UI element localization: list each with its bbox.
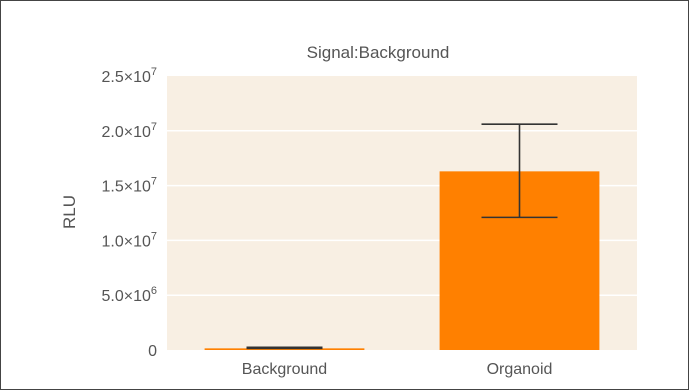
- y-tick-label: 2.5×107: [101, 66, 157, 86]
- bar: [204, 348, 365, 350]
- y-tick-label: 1.0×107: [101, 230, 157, 250]
- y-tick-labels: 0 5.0×106 1.0×107 1.5×107 2.0×107 2.5×107: [101, 66, 157, 360]
- y-tick-label: 5.0×106: [101, 285, 157, 305]
- x-tick-label: Organoid: [487, 361, 553, 378]
- x-tick-labels: Background Organoid: [242, 361, 553, 378]
- chart-title: Signal:Background: [307, 43, 450, 62]
- y-tick-label: 1.5×107: [101, 176, 157, 196]
- y-axis-label: RLU: [60, 195, 79, 229]
- x-tick-label: Background: [242, 361, 327, 378]
- y-tick-label: 2.0×107: [101, 121, 157, 141]
- y-tick-label: 0: [148, 343, 157, 360]
- error-bars: [246, 123, 558, 350]
